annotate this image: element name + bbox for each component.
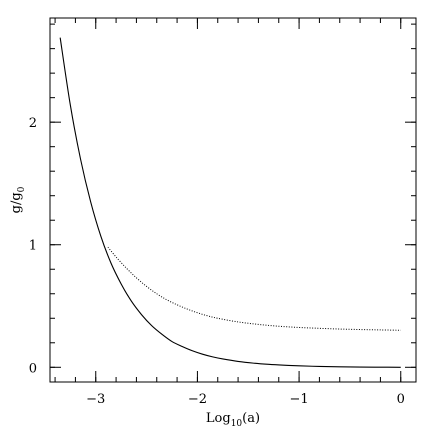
minor-ticks bbox=[50, 18, 416, 382]
tick-labels: −3 −2 −1 0 0 1 2 bbox=[29, 116, 405, 407]
series-layer bbox=[59, 37, 401, 368]
x-tick-label: −2 bbox=[188, 392, 207, 407]
x-tick-label: 0 bbox=[397, 392, 405, 407]
y-axis-label-base: g/g bbox=[9, 192, 24, 213]
plot-frame bbox=[49, 17, 417, 383]
x-axis-label: Log10(a) bbox=[206, 411, 260, 429]
x-tick-label: −1 bbox=[289, 392, 308, 407]
y-axis-label-sub: 0 bbox=[17, 186, 27, 192]
y-axis-label: g/g0 bbox=[9, 186, 27, 213]
dotted-series-line bbox=[107, 246, 401, 331]
x-axis-label-rest: (a) bbox=[242, 411, 260, 426]
y-tick-label: 0 bbox=[29, 361, 37, 376]
y-tick-label: 1 bbox=[29, 239, 37, 254]
x-axis-label-sub: 10 bbox=[231, 419, 243, 429]
x-tick-label: −3 bbox=[86, 392, 105, 407]
x-axis-label-base: Log bbox=[206, 411, 231, 426]
solid-series-line bbox=[59, 37, 401, 368]
major-ticks bbox=[50, 18, 416, 382]
y-tick-label: 2 bbox=[29, 116, 37, 131]
